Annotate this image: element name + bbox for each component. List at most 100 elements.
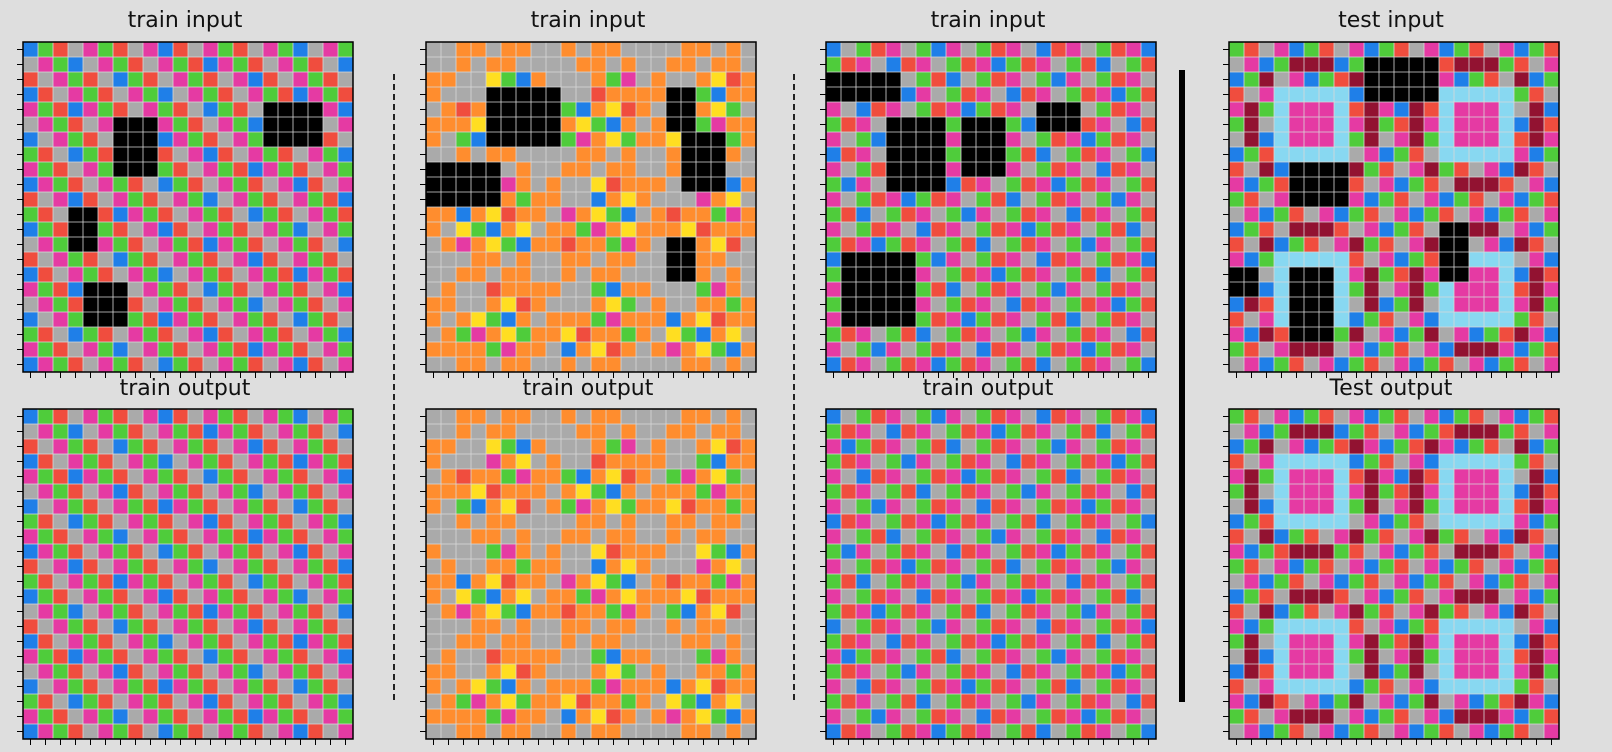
grid-cell: [636, 267, 651, 282]
grid-cell: [1141, 237, 1156, 252]
grid-cell: [1514, 192, 1529, 207]
grid-cell: [308, 484, 323, 499]
grid-cell: [83, 679, 98, 694]
grid-cell: [143, 57, 158, 72]
grid-cell: [1379, 514, 1394, 529]
grid-cell: [486, 357, 501, 372]
grid-cell: [1529, 514, 1544, 529]
grid-cell: [1244, 724, 1259, 739]
grid-cell: [98, 634, 113, 649]
grid-cell: [293, 192, 308, 207]
grid-cell: [1454, 439, 1469, 454]
grid-cell: [886, 529, 901, 544]
grid-cell: [263, 162, 278, 177]
grid-cell: [1424, 42, 1439, 57]
grid-cell: [1081, 454, 1096, 469]
grid-cell: [338, 357, 353, 372]
grid-cell: [1409, 409, 1424, 424]
grid-cell: [1021, 357, 1036, 372]
grid-cell: [1514, 162, 1529, 177]
grid-cell: [501, 649, 516, 664]
grid-cell: [456, 132, 471, 147]
grid-cell: [338, 222, 353, 237]
grid-cell: [83, 132, 98, 147]
grid-cell: [218, 439, 233, 454]
grid-cell: [546, 222, 561, 237]
grid-cell: [561, 342, 576, 357]
grid-cell: [1051, 87, 1066, 102]
grid-cell: [486, 147, 501, 162]
grid-cell: [1081, 544, 1096, 559]
grid-cell: [1111, 664, 1126, 679]
grid-cell: [1349, 649, 1364, 664]
mask-cell: [901, 162, 916, 177]
grid-cell: [218, 282, 233, 297]
mask-cell: [1229, 282, 1244, 297]
grid-cell: [531, 222, 546, 237]
grid-cell: [1304, 604, 1319, 619]
grid-cell: [1529, 147, 1544, 162]
grid-cell: [531, 282, 546, 297]
grid-cell: [1141, 499, 1156, 514]
grid-cell: [203, 499, 218, 514]
grid-cell: [486, 724, 501, 739]
grid-cell: [323, 709, 338, 724]
grid-cell: [591, 499, 606, 514]
grid-cell: [1514, 439, 1529, 454]
grid-cell: [278, 484, 293, 499]
mask-cell: [1319, 282, 1334, 297]
grid-cell: [173, 177, 188, 192]
grid-cell: [323, 484, 338, 499]
grid-cell: [38, 529, 53, 544]
grid-cell: [546, 42, 561, 57]
grid-cell: [916, 424, 931, 439]
grid-cell: [546, 499, 561, 514]
grid-cell: [83, 634, 98, 649]
grid-cell: [546, 312, 561, 327]
grid-cell: [651, 484, 666, 499]
mask-cell: [263, 102, 278, 117]
grid-cell: [591, 342, 606, 357]
grid-cell: [841, 147, 856, 162]
grid-cell: [1021, 709, 1036, 724]
grid-cell: [976, 409, 991, 424]
grid-cell: [203, 649, 218, 664]
grid-cell: [426, 132, 441, 147]
grid-cell: [83, 177, 98, 192]
grid-cell: [98, 454, 113, 469]
grid-cell: [203, 177, 218, 192]
grid-cell: [946, 544, 961, 559]
mask-cell: [83, 312, 98, 327]
grid-cell: [1289, 72, 1304, 87]
grid-cell: [561, 679, 576, 694]
grid-cell: [1334, 282, 1349, 297]
mask-cell: [901, 312, 916, 327]
grid-cell: [426, 664, 441, 679]
grid-cell: [68, 162, 83, 177]
grid-cell: [293, 559, 308, 574]
grid-cell: [1544, 664, 1559, 679]
grid-cell: [158, 529, 173, 544]
grid-cell: [113, 207, 128, 222]
grid-cell: [1051, 439, 1066, 454]
grid-cell: [621, 604, 636, 619]
grid-cell: [726, 102, 741, 117]
grid-cell: [1319, 469, 1334, 484]
grid-cell: [961, 327, 976, 342]
grid-cell: [143, 454, 158, 469]
grid-cell: [23, 252, 38, 267]
grid-cell: [946, 177, 961, 192]
grid-cell: [1081, 709, 1096, 724]
grid-cell: [1006, 192, 1021, 207]
grid-cell: [53, 87, 68, 102]
grid-cell: [576, 177, 591, 192]
grid-cell: [1096, 589, 1111, 604]
grid-cell: [308, 664, 323, 679]
grid-cell: [856, 342, 871, 357]
grid-cell: [531, 664, 546, 679]
mask-cell: [666, 87, 681, 102]
grid-cell: [338, 634, 353, 649]
mask-cell: [916, 177, 931, 192]
grid-cell: [666, 72, 681, 87]
grid-cell: [1274, 724, 1289, 739]
